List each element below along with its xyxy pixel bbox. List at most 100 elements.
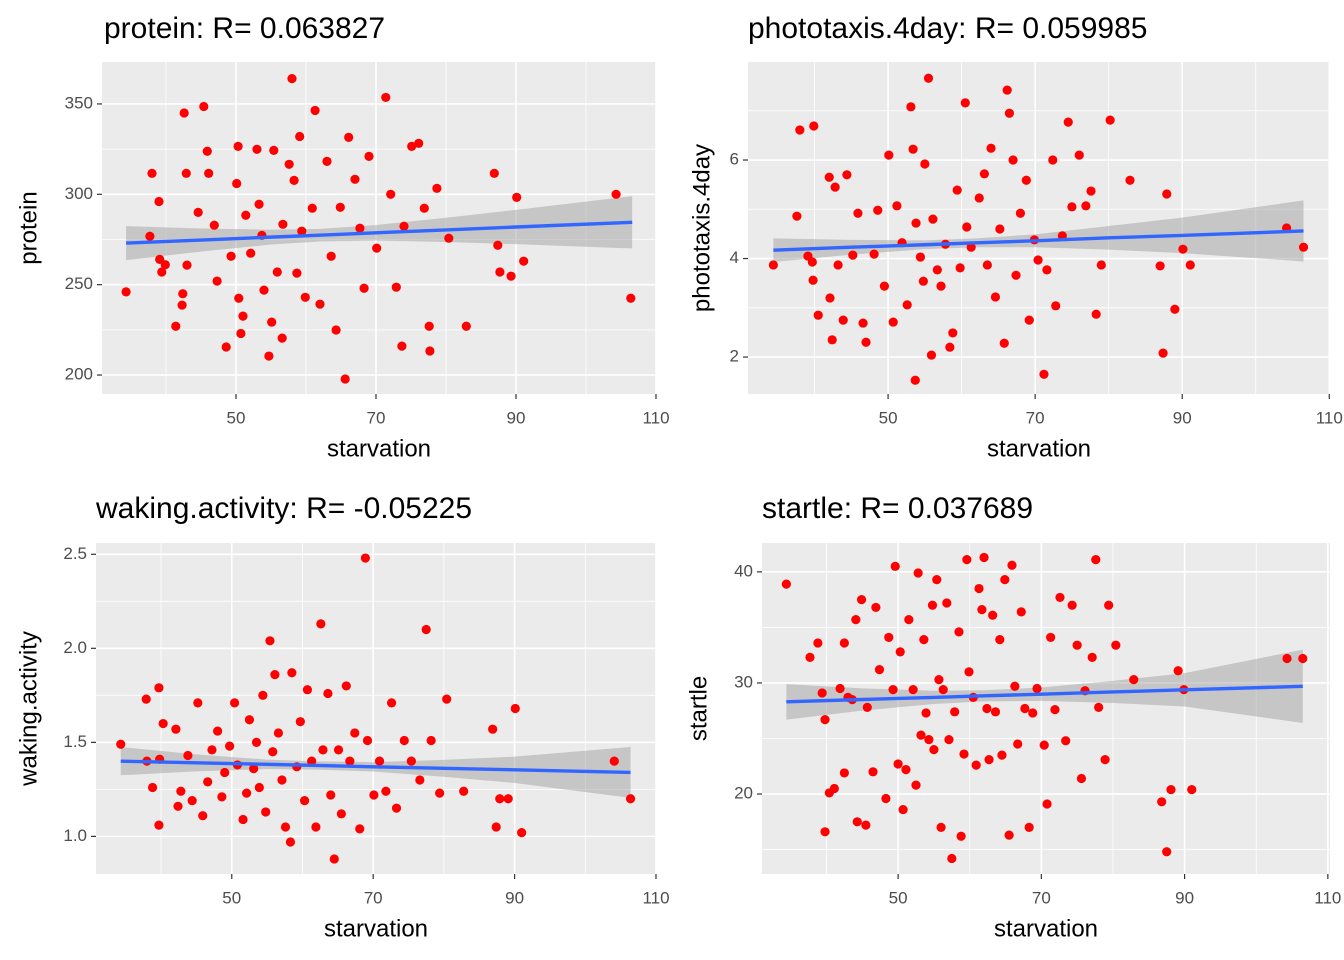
data-point bbox=[995, 224, 1005, 234]
data-point bbox=[364, 151, 374, 161]
data-point bbox=[341, 681, 351, 691]
data-point bbox=[350, 174, 360, 184]
data-point bbox=[910, 375, 920, 385]
data-point bbox=[187, 796, 197, 806]
data-point bbox=[154, 196, 164, 207]
data-point bbox=[1067, 600, 1077, 610]
data-point bbox=[902, 300, 912, 310]
data-point bbox=[820, 715, 830, 725]
data-point bbox=[331, 325, 341, 335]
data-point bbox=[287, 668, 297, 678]
y-tick-label: 1.5 bbox=[63, 732, 87, 751]
data-point bbox=[982, 703, 992, 714]
data-point bbox=[924, 735, 934, 745]
data-point bbox=[318, 745, 328, 755]
data-point bbox=[489, 168, 499, 178]
data-point bbox=[988, 610, 998, 620]
data-point bbox=[959, 749, 969, 759]
data-point bbox=[160, 260, 170, 270]
data-point bbox=[202, 146, 212, 156]
y-axis-label: waking.activity bbox=[15, 631, 42, 787]
data-point bbox=[369, 790, 379, 800]
data-point bbox=[289, 175, 299, 185]
data-point bbox=[362, 735, 373, 746]
data-point bbox=[251, 737, 262, 747]
data-point bbox=[938, 685, 948, 695]
data-point bbox=[329, 854, 339, 864]
data-point bbox=[1081, 201, 1091, 211]
data-point bbox=[154, 820, 164, 830]
x-tick-label: 90 bbox=[507, 408, 526, 427]
data-point bbox=[241, 210, 251, 220]
data-point bbox=[954, 627, 964, 637]
y-tick-label: 300 bbox=[65, 184, 93, 203]
data-point bbox=[213, 726, 223, 736]
x-tick-label: 50 bbox=[222, 888, 241, 907]
data-point bbox=[295, 717, 305, 727]
data-point bbox=[950, 707, 960, 717]
data-point bbox=[179, 108, 189, 118]
data-point bbox=[1074, 150, 1084, 160]
data-point bbox=[932, 265, 942, 275]
x-tick-label: 70 bbox=[1026, 408, 1045, 427]
data-point bbox=[519, 256, 529, 266]
data-point bbox=[360, 553, 370, 563]
data-point bbox=[503, 794, 513, 804]
data-point bbox=[173, 801, 183, 811]
data-point bbox=[381, 92, 391, 103]
data-point bbox=[302, 685, 313, 695]
data-point bbox=[911, 780, 921, 790]
data-point bbox=[381, 786, 391, 796]
x-axis-label: starvation bbox=[324, 915, 428, 942]
data-point bbox=[141, 694, 151, 704]
data-point bbox=[927, 600, 938, 610]
x-tick-label: 90 bbox=[505, 888, 524, 907]
data-point bbox=[350, 728, 360, 738]
data-point bbox=[892, 201, 902, 211]
data-point bbox=[929, 744, 939, 755]
confidence-band bbox=[786, 649, 1303, 723]
data-point bbox=[893, 759, 903, 769]
data-point bbox=[1010, 681, 1020, 691]
data-point bbox=[307, 756, 317, 766]
data-point bbox=[947, 853, 957, 864]
data-point bbox=[193, 698, 203, 708]
data-point bbox=[858, 318, 868, 328]
data-point bbox=[386, 189, 396, 199]
data-point bbox=[611, 189, 621, 199]
data-point bbox=[1002, 85, 1012, 95]
data-point bbox=[884, 632, 894, 643]
data-point bbox=[121, 287, 131, 297]
data-point bbox=[808, 275, 818, 285]
x-tick-label: 70 bbox=[364, 888, 383, 907]
plot-area bbox=[96, 543, 656, 874]
data-point bbox=[419, 203, 429, 213]
data-point bbox=[1129, 675, 1139, 685]
data-point bbox=[506, 271, 516, 281]
data-point bbox=[1004, 108, 1015, 118]
data-point bbox=[340, 374, 350, 384]
data-point bbox=[966, 242, 976, 252]
data-point bbox=[300, 292, 310, 302]
data-point bbox=[488, 724, 498, 734]
plot-area bbox=[748, 62, 1330, 394]
data-point bbox=[277, 333, 287, 343]
data-point bbox=[792, 211, 802, 221]
data-point bbox=[1105, 115, 1115, 125]
data-point bbox=[888, 317, 898, 327]
data-point bbox=[921, 708, 931, 718]
data-point bbox=[795, 125, 805, 135]
data-point bbox=[336, 809, 346, 819]
data-point bbox=[258, 690, 268, 700]
data-point bbox=[1178, 244, 1188, 254]
y-tick-label: 40 bbox=[734, 561, 753, 580]
x-tick-label: 50 bbox=[879, 408, 898, 427]
data-point bbox=[952, 185, 962, 195]
data-point bbox=[942, 598, 952, 608]
data-point bbox=[1173, 666, 1183, 676]
data-point bbox=[272, 267, 282, 277]
data-point bbox=[147, 168, 157, 178]
data-point bbox=[249, 764, 259, 774]
data-point bbox=[442, 694, 452, 704]
